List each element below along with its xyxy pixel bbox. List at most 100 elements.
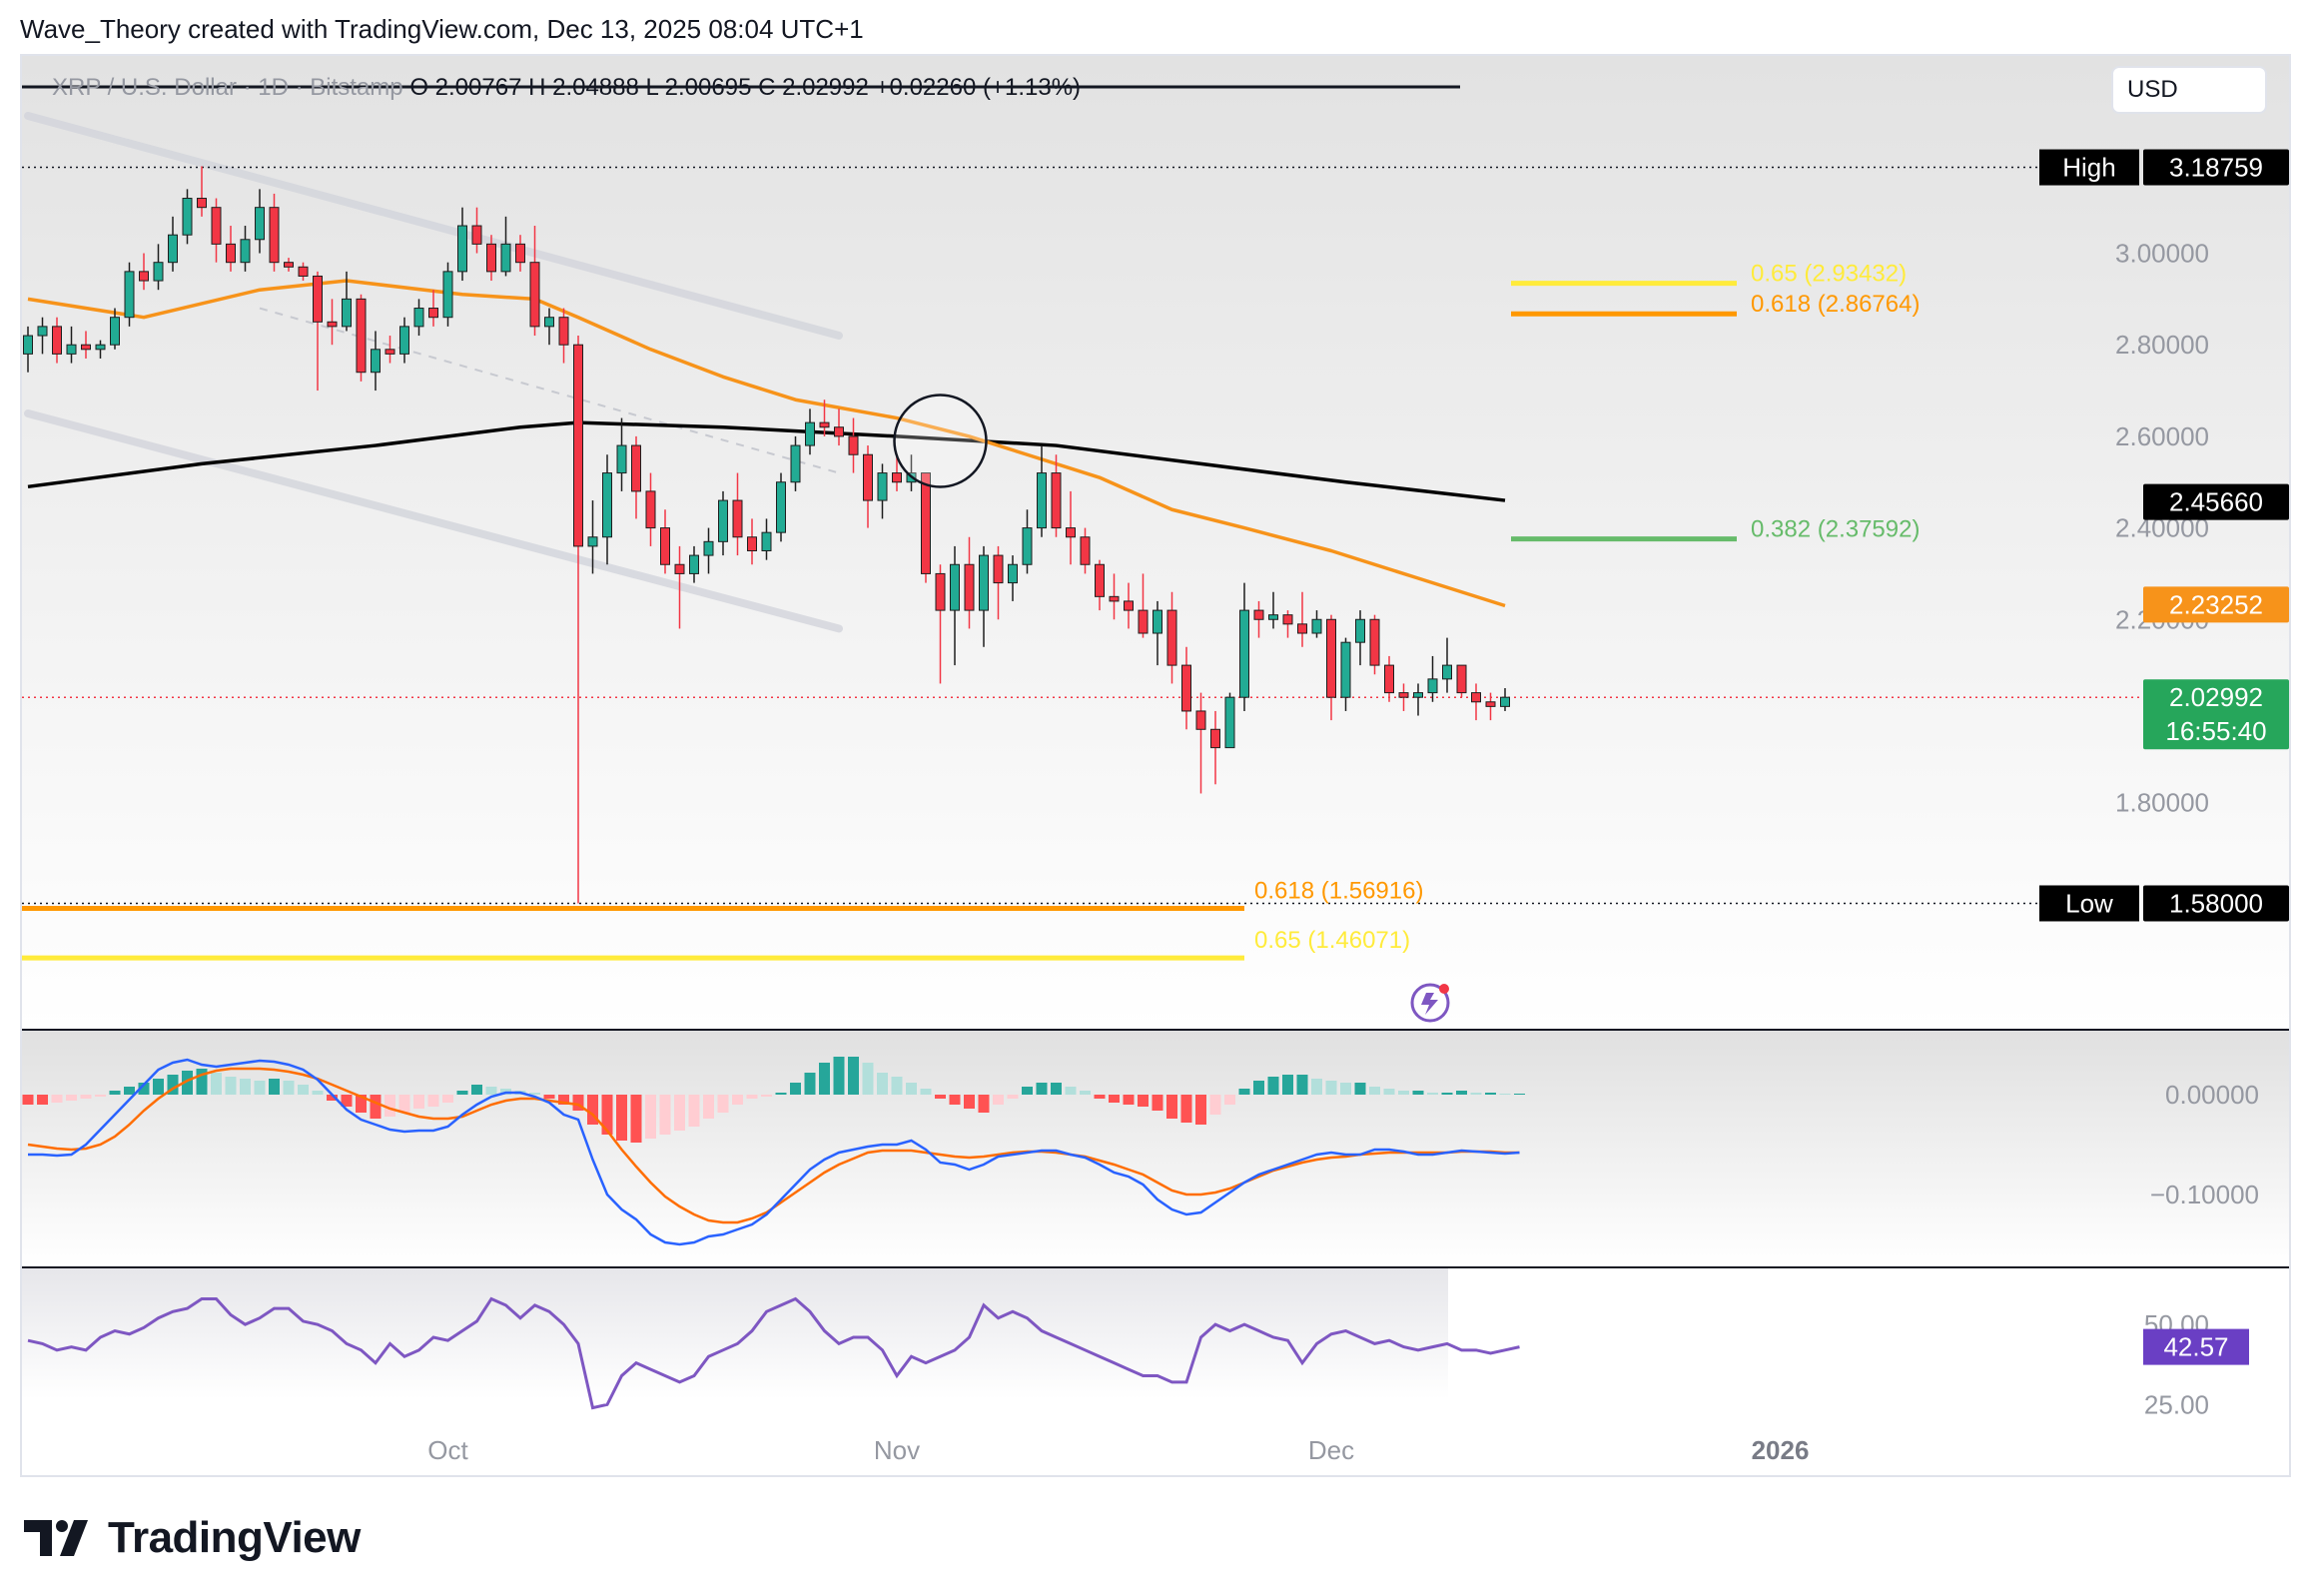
macd-histogram-bar <box>312 1091 324 1095</box>
channel-line <box>24 408 843 633</box>
candle-body <box>529 262 540 328</box>
candle-body <box>1253 609 1264 620</box>
candle-body <box>211 207 222 245</box>
price-label-prefix-bg <box>2039 885 2139 922</box>
macd-histogram-bar <box>1311 1079 1322 1095</box>
candle-body <box>371 349 381 374</box>
candle-body <box>950 563 960 611</box>
candle-body <box>1355 618 1365 643</box>
price-label-text: 2.02992 <box>2169 682 2263 712</box>
candle-body <box>284 262 294 268</box>
macd-histogram-bar <box>717 1095 729 1113</box>
symbol-label: XRP / U.S. Dollar · 1D · Bitstamp <box>52 74 403 101</box>
macd-histogram-bar <box>51 1095 63 1103</box>
annotation-circle <box>893 394 988 488</box>
time-axis-label: Nov <box>874 1435 920 1465</box>
main-pane-bg <box>22 56 2289 1030</box>
candle-body <box>385 349 395 355</box>
candle-body <box>168 234 178 264</box>
time-axis-label: Dec <box>1308 1435 1354 1465</box>
candle-body <box>631 444 641 492</box>
candle-body <box>139 271 149 282</box>
candle-body <box>776 481 786 533</box>
macd-histogram-bar <box>703 1095 714 1119</box>
macd-histogram-bar <box>1051 1083 1062 1095</box>
macd-histogram-bar <box>269 1079 280 1095</box>
macd-histogram-bar <box>1383 1089 1395 1095</box>
macd-histogram-bar <box>298 1085 309 1095</box>
macd-histogram-bar <box>688 1095 700 1127</box>
chart-svg[interactable]: 3.000002.800002.600002.400002.200001.800… <box>22 56 2291 1477</box>
macd-histogram-bar <box>196 1069 208 1095</box>
rsi-tick-label: 25.00 <box>2144 1389 2209 1419</box>
fib-level-label: 0.65 (2.93432) <box>1751 261 1907 288</box>
candle-body <box>834 426 844 437</box>
currency-button[interactable]: USD <box>2111 66 2267 114</box>
macd-histogram-bar <box>327 1095 338 1101</box>
macd-histogram-bar <box>153 1079 164 1095</box>
price-label-prefix-bg <box>2039 149 2139 186</box>
tradingview-logo-icon <box>24 1520 88 1556</box>
rsi-value-label: 42.57 <box>2163 1332 2228 1362</box>
price-label-bg <box>2143 679 2289 750</box>
candle-body <box>877 472 888 501</box>
macd-histogram-bar <box>124 1087 135 1095</box>
candle-body <box>573 344 583 547</box>
macd-histogram-bar <box>993 1095 1004 1105</box>
macd-histogram-bar <box>775 1093 787 1095</box>
macd-histogram-bar <box>1267 1077 1279 1095</box>
candle-body <box>892 472 902 483</box>
macd-histogram-bar <box>587 1095 598 1125</box>
macd-histogram-bar <box>848 1057 859 1095</box>
candle-body <box>66 344 77 355</box>
macd-histogram-bar <box>1209 1095 1221 1115</box>
macd-histogram-bar <box>283 1081 295 1095</box>
macd-tick-label: 0.00000 <box>2165 1080 2259 1110</box>
macd-histogram-bar <box>1427 1093 1438 1095</box>
macd-histogram-bar <box>746 1095 758 1099</box>
chart-frame[interactable]: 3.000002.800002.600002.400002.200001.800… <box>20 54 2291 1477</box>
macd-histogram-bar <box>1022 1087 1033 1095</box>
macd-histogram-bar <box>761 1095 772 1097</box>
candle-body <box>863 453 873 501</box>
macd-pane-bg <box>22 1030 2289 1267</box>
price-label-bg <box>2143 586 2289 623</box>
macd-histogram-bar <box>819 1063 830 1095</box>
macd-histogram-bar <box>1094 1095 1106 1099</box>
macd-histogram-bar <box>1036 1083 1048 1095</box>
candle-body <box>269 207 280 264</box>
macd-histogram-bar <box>964 1095 975 1109</box>
candle-body <box>37 326 48 337</box>
candle-body <box>313 275 323 323</box>
macd-histogram-bar <box>1485 1093 1496 1095</box>
ema200-line <box>27 420 1506 502</box>
rsi-band <box>22 1267 1448 1399</box>
candle-body <box>1471 692 1481 703</box>
legend-close: C 2.02992 <box>758 74 869 101</box>
macd-histogram-bar <box>674 1095 685 1131</box>
candle-body <box>602 472 612 538</box>
macd-histogram-bar <box>1195 1095 1206 1125</box>
price-label-text: 2.45660 <box>2169 487 2263 517</box>
candle-body <box>1153 609 1162 634</box>
candle-body <box>342 298 352 328</box>
candle-body <box>689 554 699 574</box>
candle-body <box>1427 678 1438 694</box>
macd-histogram-bar <box>1340 1083 1351 1095</box>
price-label-prefix: Low <box>2065 888 2113 918</box>
candle-body <box>1297 623 1307 634</box>
macd-histogram-bar <box>1354 1083 1366 1095</box>
macd-histogram-bar <box>1470 1093 1482 1095</box>
macd-histogram-bar <box>66 1095 77 1101</box>
candle-body <box>1456 664 1467 694</box>
candle-body <box>921 472 931 574</box>
candle-body <box>1124 600 1134 611</box>
candle-body <box>1442 664 1452 680</box>
macd-histogram-bar <box>254 1081 266 1095</box>
candle-body <box>1166 609 1177 666</box>
macd-histogram-bar <box>543 1095 555 1099</box>
macd-histogram-bar <box>1007 1095 1019 1099</box>
price-tick-label: 3.00000 <box>2115 239 2209 269</box>
macd-histogram-bar <box>659 1095 671 1135</box>
macd-histogram-bar <box>211 1073 222 1095</box>
